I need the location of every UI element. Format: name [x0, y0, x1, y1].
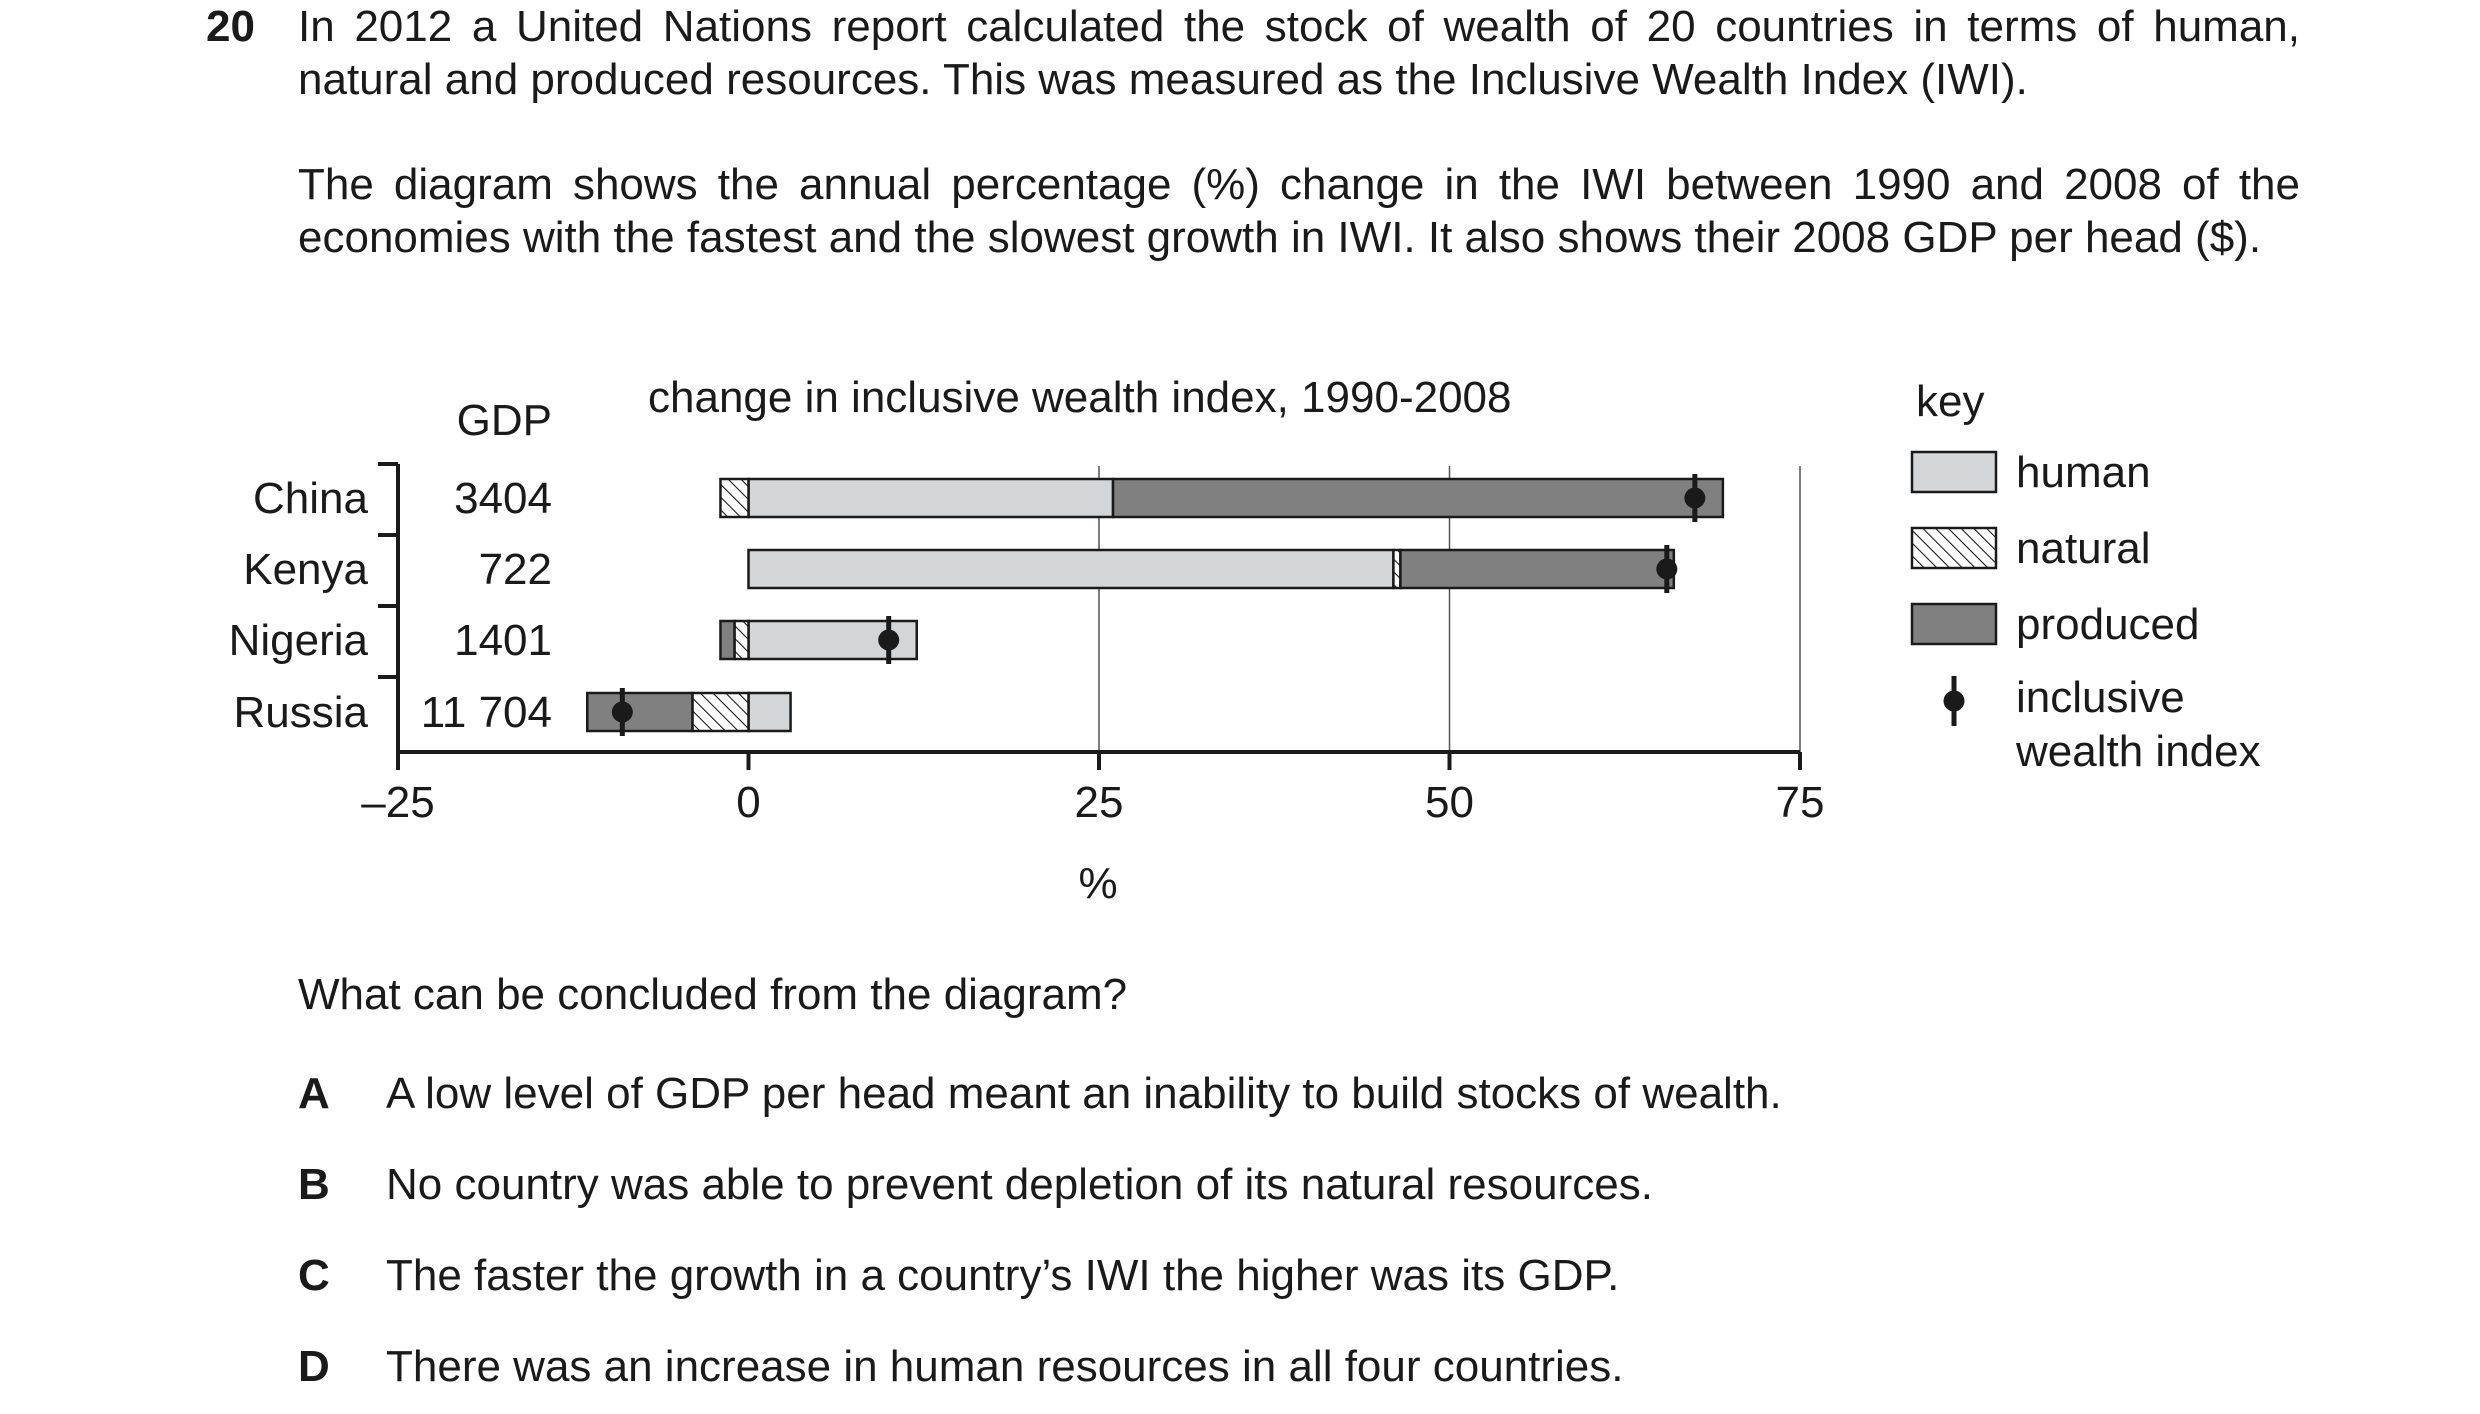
- option-text: There was an increase in human resources…: [386, 1342, 1624, 1391]
- iwi-marker-kenya: [1656, 558, 1678, 580]
- iwi-marker-russia: [611, 701, 633, 723]
- bar-produced-russia: [586, 691, 694, 733]
- bar-natural-nigeria: [733, 619, 750, 661]
- category-label-kenya: Kenya: [243, 545, 368, 594]
- option-letter: B: [298, 1160, 330, 1209]
- x-tick-label: 25: [1075, 778, 1124, 827]
- question-prompt: What can be concluded from the diagram?: [298, 970, 1128, 1019]
- option-text: No country was able to prevent depletion…: [386, 1160, 1653, 1209]
- bar-natural-russia: [691, 691, 750, 733]
- question-intro-2: The diagram shows the annual percentage …: [298, 160, 2300, 262]
- option-letter: C: [298, 1251, 330, 1300]
- option-a[interactable]: A A low level of GDP per head meant an in…: [298, 1067, 1782, 1120]
- x-tick-label: –25: [361, 778, 434, 827]
- category-labels: China 3404 Kenya 722 Nigeria 1401 Russia 11 704: [229, 474, 552, 737]
- x-tick-label: 75: [1776, 778, 1825, 827]
- bar-produced-china: [1111, 477, 1725, 519]
- legend-swatch-natural: [1910, 526, 1998, 570]
- category-label-china: China: [253, 474, 368, 523]
- category-label-russia: Russia: [234, 688, 369, 737]
- iwi-marker-nigeria: [878, 629, 900, 651]
- gdp-value-russia: 11 704: [421, 688, 552, 737]
- legend: key human natural produced inclusive wealth i…: [1910, 377, 2261, 776]
- legend-label-produced: produced: [2016, 600, 2199, 649]
- legend-title: key: [1916, 377, 1984, 426]
- bars: [586, 477, 1725, 733]
- option-letter: D: [298, 1342, 330, 1391]
- question-intro-1: In 2012 a United Nations report calculat…: [298, 2, 2300, 104]
- option-text: The faster the growth in a country’s IWI…: [386, 1251, 1620, 1300]
- gdp-value-kenya: 722: [479, 545, 552, 594]
- legend-label-human: human: [2016, 448, 2151, 497]
- bar-human-kenya: [747, 548, 1395, 590]
- gdp-value-china: 3404: [454, 474, 552, 523]
- axis: –25 0 25 50 75: [361, 462, 1825, 827]
- bar-human-russia: [747, 691, 792, 733]
- legend-label-natural: natural: [2016, 524, 2151, 573]
- gdp-value-nigeria: 1401: [454, 616, 552, 665]
- bar-produced-kenya: [1399, 548, 1676, 590]
- iwi-chart: change in inclusive wealth index, 1990-2…: [229, 373, 2261, 908]
- option-letter: A: [298, 1069, 330, 1118]
- legend-label-iwi-line1: inclusive: [2016, 673, 2185, 722]
- iwi-markers: [611, 474, 1706, 736]
- bar-human-china: [747, 477, 1115, 519]
- x-tick-label: 50: [1425, 778, 1474, 827]
- category-label-nigeria: Nigeria: [229, 616, 369, 665]
- x-tick-label: 0: [736, 778, 760, 827]
- option-b[interactable]: B No country was able to prevent depletio…: [298, 1158, 1653, 1211]
- chart-title: change in inclusive wealth index, 1990-2…: [648, 373, 1511, 422]
- bar-produced-nigeria: [719, 619, 736, 661]
- question-number: 20: [206, 2, 255, 51]
- iwi-marker-china: [1684, 487, 1706, 509]
- option-d[interactable]: D There was an increase in human resource…: [298, 1340, 1624, 1393]
- legend-label-iwi-line2: wealth index: [2015, 727, 2261, 776]
- x-axis-label: %: [1078, 859, 1117, 908]
- bar-natural-china: [719, 477, 750, 519]
- option-c[interactable]: C The faster the growth in a country’s IW…: [298, 1249, 1619, 1302]
- gdp-header: GDP: [457, 396, 552, 445]
- legend-swatch-human: [1910, 450, 1998, 494]
- legend-swatch-produced: [1910, 602, 1998, 646]
- legend-iwi-marker: [1943, 690, 1965, 712]
- option-text: A low level of GDP per head meant an ina…: [386, 1069, 1782, 1118]
